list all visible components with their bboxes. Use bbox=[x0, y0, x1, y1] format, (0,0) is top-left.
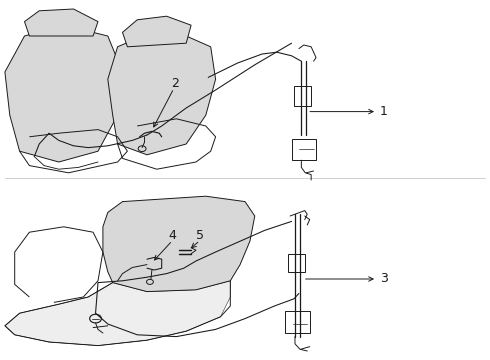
Bar bbox=[294, 86, 311, 106]
Text: 1: 1 bbox=[310, 105, 388, 118]
Polygon shape bbox=[122, 16, 191, 47]
Polygon shape bbox=[5, 25, 122, 162]
Bar bbox=[288, 254, 305, 272]
Polygon shape bbox=[5, 281, 230, 346]
Text: 2: 2 bbox=[172, 77, 179, 90]
Polygon shape bbox=[108, 34, 216, 155]
Text: 5: 5 bbox=[196, 229, 204, 242]
Polygon shape bbox=[24, 9, 98, 36]
Polygon shape bbox=[103, 196, 255, 292]
Bar bbox=[292, 139, 316, 160]
Text: 3: 3 bbox=[306, 273, 388, 285]
Bar bbox=[285, 311, 310, 333]
Text: 4: 4 bbox=[169, 229, 176, 242]
